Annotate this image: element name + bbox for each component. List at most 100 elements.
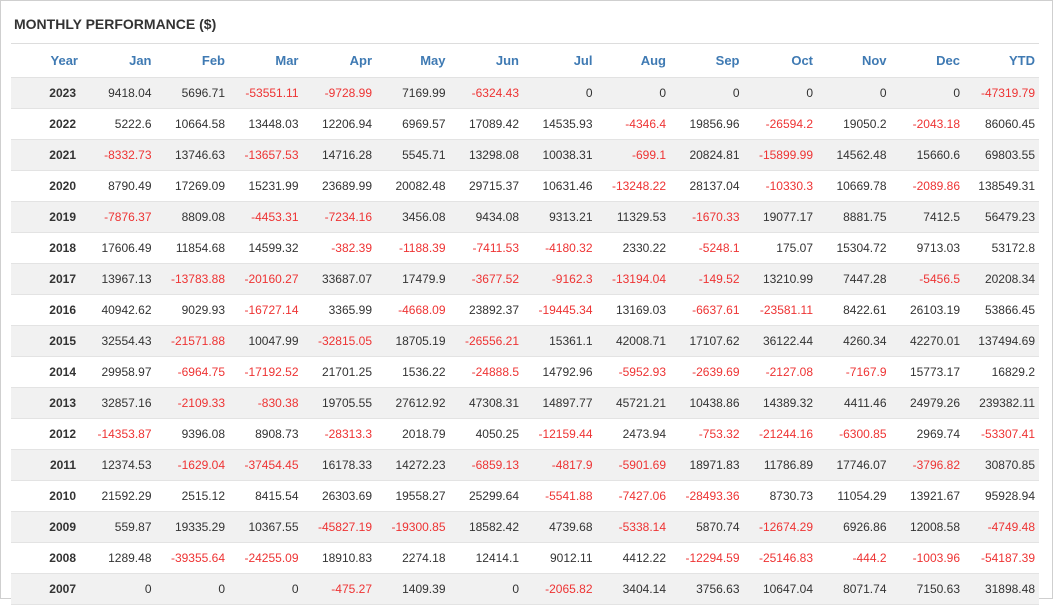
value-cell: 15304.72 — [817, 232, 891, 264]
value-cell: 20824.81 — [670, 139, 744, 171]
value-cell: 5696.71 — [155, 77, 229, 109]
year-cell: 2023 — [11, 77, 82, 109]
value-cell: -444.2 — [817, 542, 891, 574]
table-row: 2019 -7876.37 8809.08 -4453.31 -7234.16 3456.… — [11, 201, 1039, 233]
value-cell: 8881.75 — [817, 201, 891, 233]
value-cell: 10647.04 — [743, 573, 817, 605]
value-cell: 2330.22 — [596, 232, 670, 264]
value-cell: 2274.18 — [376, 542, 450, 574]
year-cell: 2016 — [11, 294, 82, 326]
value-cell: -9162.3 — [523, 263, 597, 295]
value-cell: 31898.48 — [964, 573, 1039, 605]
value-cell: -53551.11 — [229, 77, 303, 109]
value-cell: 42270.01 — [890, 325, 964, 357]
value-cell: -26556.21 — [449, 325, 523, 357]
value-cell: 24979.26 — [890, 387, 964, 419]
value-cell: 8071.74 — [817, 573, 891, 605]
panel-title: MONTHLY PERFORMANCE ($) — [11, 1, 1039, 44]
value-cell: -753.32 — [670, 418, 744, 450]
column-header-apr: Apr — [302, 44, 376, 78]
value-cell: 2969.74 — [890, 418, 964, 450]
table-row: 2014 29958.97 -6964.75 -17192.52 21701.25 153… — [11, 356, 1039, 388]
value-cell: -6859.13 — [449, 449, 523, 481]
column-header-ytd: YTD — [964, 44, 1039, 78]
value-cell: -8332.73 — [82, 139, 156, 171]
value-cell: 33687.07 — [302, 263, 376, 295]
value-cell: 18971.83 — [670, 449, 744, 481]
value-cell: 17107.62 — [670, 325, 744, 357]
column-header-may: May — [376, 44, 450, 78]
table-row: 2023 9418.04 5696.71 -53551.11 -9728.99 7169.… — [11, 77, 1039, 109]
value-cell: 7169.99 — [376, 77, 450, 109]
value-cell: 21592.29 — [82, 480, 156, 512]
value-cell: 9029.93 — [155, 294, 229, 326]
table-row: 2012 -14353.87 9396.08 8908.73 -28313.3 2018.… — [11, 418, 1039, 450]
value-cell: 9012.11 — [523, 542, 597, 574]
year-cell: 2015 — [11, 325, 82, 357]
value-cell: -19300.85 — [376, 511, 450, 543]
value-cell: 559.87 — [82, 511, 156, 543]
value-cell: 11329.53 — [596, 201, 670, 233]
year-cell: 2011 — [11, 449, 82, 481]
value-cell: -9728.99 — [302, 77, 376, 109]
column-header-aug: Aug — [596, 44, 670, 78]
value-cell: 10367.55 — [229, 511, 303, 543]
value-cell: 15361.1 — [523, 325, 597, 357]
value-cell: 10047.99 — [229, 325, 303, 357]
value-cell: 13448.03 — [229, 108, 303, 140]
value-cell: -21244.16 — [743, 418, 817, 450]
value-cell: -5248.1 — [670, 232, 744, 264]
column-header-jan: Jan — [82, 44, 156, 78]
value-cell: 0 — [596, 77, 670, 109]
value-cell: 12414.1 — [449, 542, 523, 574]
value-cell: 23892.37 — [449, 294, 523, 326]
value-cell: 28137.04 — [670, 170, 744, 202]
year-cell: 2020 — [11, 170, 82, 202]
value-cell: 5545.71 — [376, 139, 450, 171]
value-cell: 36122.44 — [743, 325, 817, 357]
value-cell: -19445.34 — [523, 294, 597, 326]
value-cell: 9396.08 — [155, 418, 229, 450]
value-cell: -6637.61 — [670, 294, 744, 326]
value-cell: 0 — [670, 77, 744, 109]
table-body: 2023 9418.04 5696.71 -53551.11 -9728.99 7169.… — [11, 77, 1039, 605]
value-cell: -14353.87 — [82, 418, 156, 450]
value-cell: 26103.19 — [890, 294, 964, 326]
value-cell: 19050.2 — [817, 108, 891, 140]
table-row: 2009 559.87 19335.29 10367.55 -45827.19 -1930… — [11, 511, 1039, 543]
value-cell: 14535.93 — [523, 108, 597, 140]
value-cell: 10038.31 — [523, 139, 597, 171]
value-cell: 15231.99 — [229, 170, 303, 202]
value-cell: 13967.13 — [82, 263, 156, 295]
column-header-mar: Mar — [229, 44, 303, 78]
value-cell: 45721.21 — [596, 387, 670, 419]
value-cell: 2515.12 — [155, 480, 229, 512]
value-cell: -32815.05 — [302, 325, 376, 357]
value-cell: 5222.6 — [82, 108, 156, 140]
value-cell: 10631.46 — [523, 170, 597, 202]
value-cell: -13657.53 — [229, 139, 303, 171]
value-cell: 11786.89 — [743, 449, 817, 481]
value-cell: -28493.36 — [670, 480, 744, 512]
value-cell: -1629.04 — [155, 449, 229, 481]
value-cell: 13298.08 — [449, 139, 523, 171]
value-cell: 32857.16 — [82, 387, 156, 419]
value-cell: 20208.34 — [964, 263, 1039, 295]
value-cell: 137494.69 — [964, 325, 1039, 357]
value-cell: 13210.99 — [743, 263, 817, 295]
value-cell: -20160.27 — [229, 263, 303, 295]
value-cell: 17746.07 — [817, 449, 891, 481]
table-header-row: Year Jan Feb Mar Apr May Jun Jul Aug Sep Oct Nov Dec… — [11, 44, 1039, 78]
value-cell: -5338.14 — [596, 511, 670, 543]
column-header-feb: Feb — [155, 44, 229, 78]
value-cell: 17269.09 — [155, 170, 229, 202]
value-cell: 3756.63 — [670, 573, 744, 605]
value-cell: 42008.71 — [596, 325, 670, 357]
column-header-oct: Oct — [743, 44, 817, 78]
value-cell: 13746.63 — [155, 139, 229, 171]
value-cell: 19856.96 — [670, 108, 744, 140]
value-cell: -24255.09 — [229, 542, 303, 574]
value-cell: -21571.88 — [155, 325, 229, 357]
value-cell: -1003.96 — [890, 542, 964, 574]
table-row: 2016 40942.62 9029.93 -16727.14 3365.99 -4668… — [11, 294, 1039, 326]
